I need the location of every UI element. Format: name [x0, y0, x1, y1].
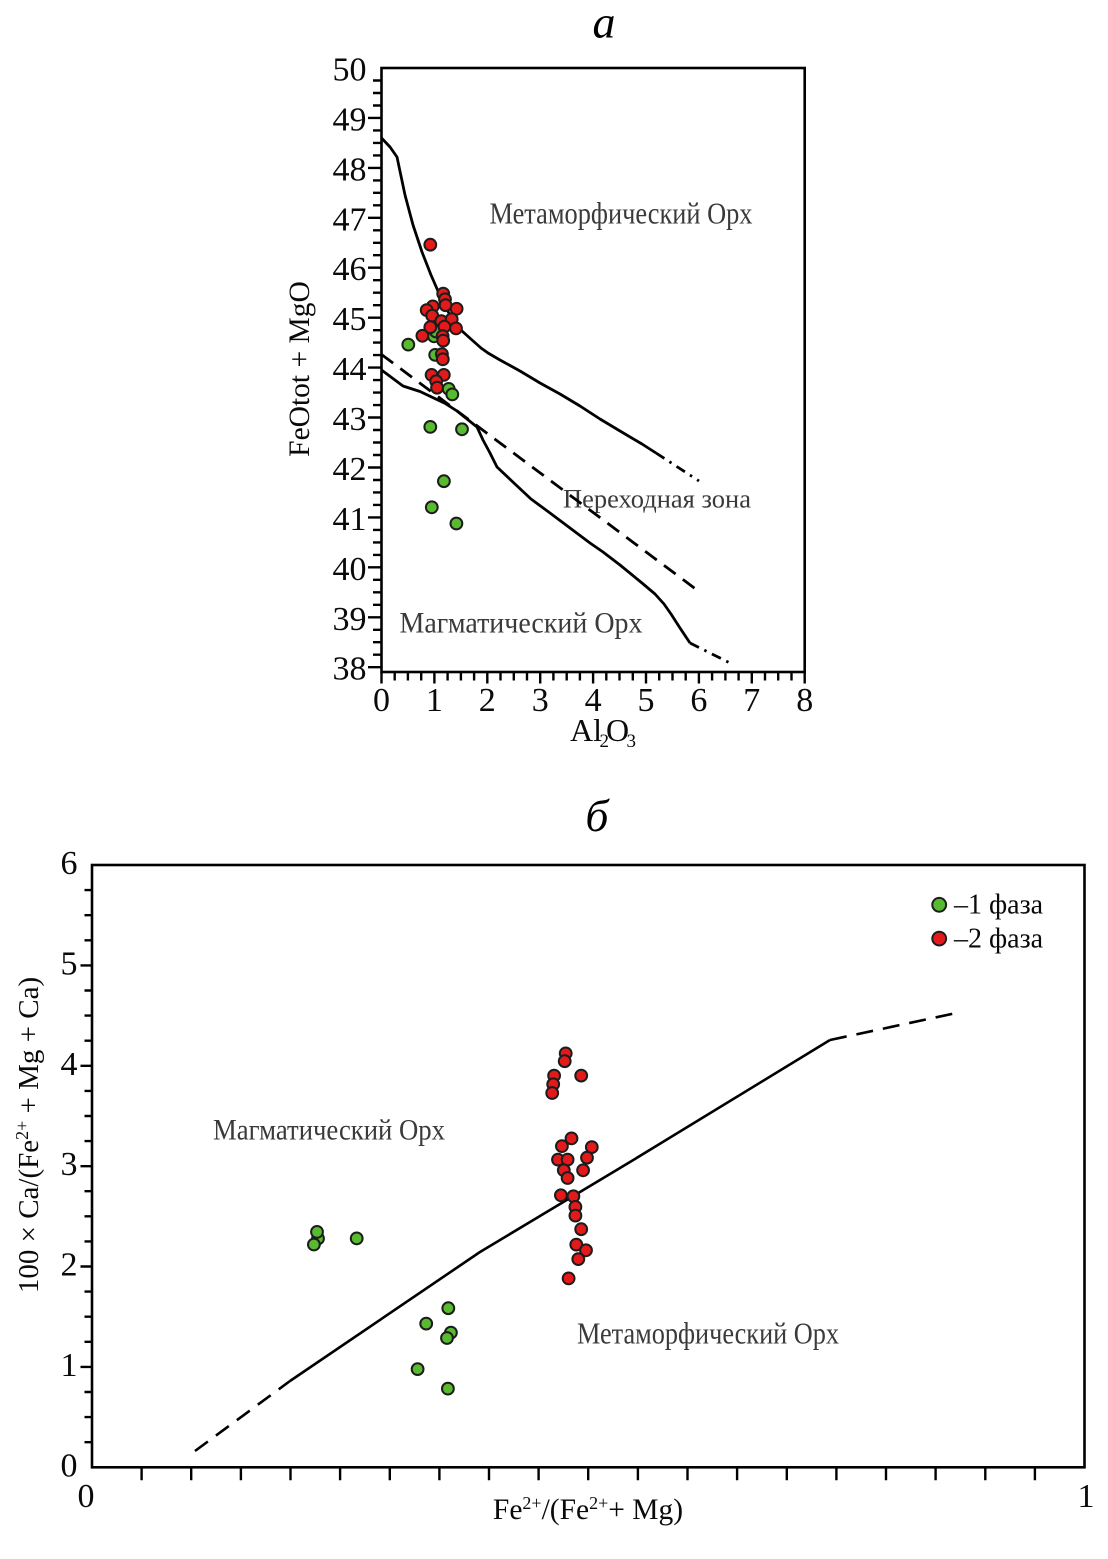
svg-text:8: 8	[796, 682, 813, 719]
svg-text:2: 2	[600, 731, 610, 752]
svg-text:б: б	[585, 790, 610, 841]
svg-text:40: 40	[333, 551, 367, 588]
svg-text:FeOtot + MgO: FeOtot + MgO	[284, 281, 316, 457]
svg-text:6: 6	[690, 682, 707, 719]
svg-text:1: 1	[426, 682, 443, 719]
svg-text:49: 49	[333, 101, 367, 138]
svg-text:47: 47	[333, 201, 367, 238]
svg-text:Магматический Opx: Магматический Opx	[400, 607, 643, 640]
svg-text:43: 43	[333, 401, 367, 438]
svg-text:Al: Al	[570, 712, 602, 748]
svg-text:3: 3	[61, 1146, 78, 1183]
svg-text:0: 0	[61, 1447, 78, 1484]
svg-text:Метаморфический Opx: Метаморфический Opx	[490, 196, 753, 231]
svg-text:–2 фаза: –2 фаза	[953, 923, 1044, 954]
svg-text:0: 0	[78, 1478, 95, 1515]
svg-text:45: 45	[333, 301, 367, 338]
svg-text:41: 41	[333, 501, 367, 538]
svg-text:Fe2+/(Fe2++ Mg): Fe2+/(Fe2++ Mg)	[493, 1493, 683, 1526]
svg-text:42: 42	[333, 451, 367, 488]
svg-text:1: 1	[1078, 1478, 1095, 1515]
svg-text:2: 2	[479, 682, 496, 719]
svg-text:5: 5	[638, 682, 655, 719]
svg-text:39: 39	[333, 601, 367, 638]
svg-text:Магматический Opx: Магматический Opx	[213, 1114, 445, 1147]
svg-text:a: a	[593, 0, 616, 48]
svg-text:0: 0	[373, 682, 390, 719]
svg-text:O: O	[606, 712, 629, 748]
svg-text:6: 6	[61, 845, 78, 882]
svg-text:38: 38	[333, 651, 367, 688]
svg-text:1: 1	[61, 1347, 78, 1384]
svg-text:7: 7	[743, 682, 760, 719]
svg-text:5: 5	[61, 945, 78, 982]
svg-text:44: 44	[333, 351, 367, 388]
svg-text:4: 4	[585, 682, 602, 719]
svg-text:48: 48	[333, 151, 367, 188]
svg-text:4: 4	[61, 1046, 78, 1083]
svg-text:Переходная зона: Переходная зона	[563, 485, 751, 514]
svg-text:46: 46	[333, 251, 367, 288]
svg-text:3: 3	[532, 682, 549, 719]
svg-text:–1 фаза: –1 фаза	[953, 890, 1044, 921]
svg-text:50: 50	[333, 52, 367, 89]
svg-text:Метаморфический Opx: Метаморфический Opx	[577, 1316, 839, 1351]
svg-text:2: 2	[61, 1247, 78, 1284]
svg-text:3: 3	[627, 731, 637, 752]
